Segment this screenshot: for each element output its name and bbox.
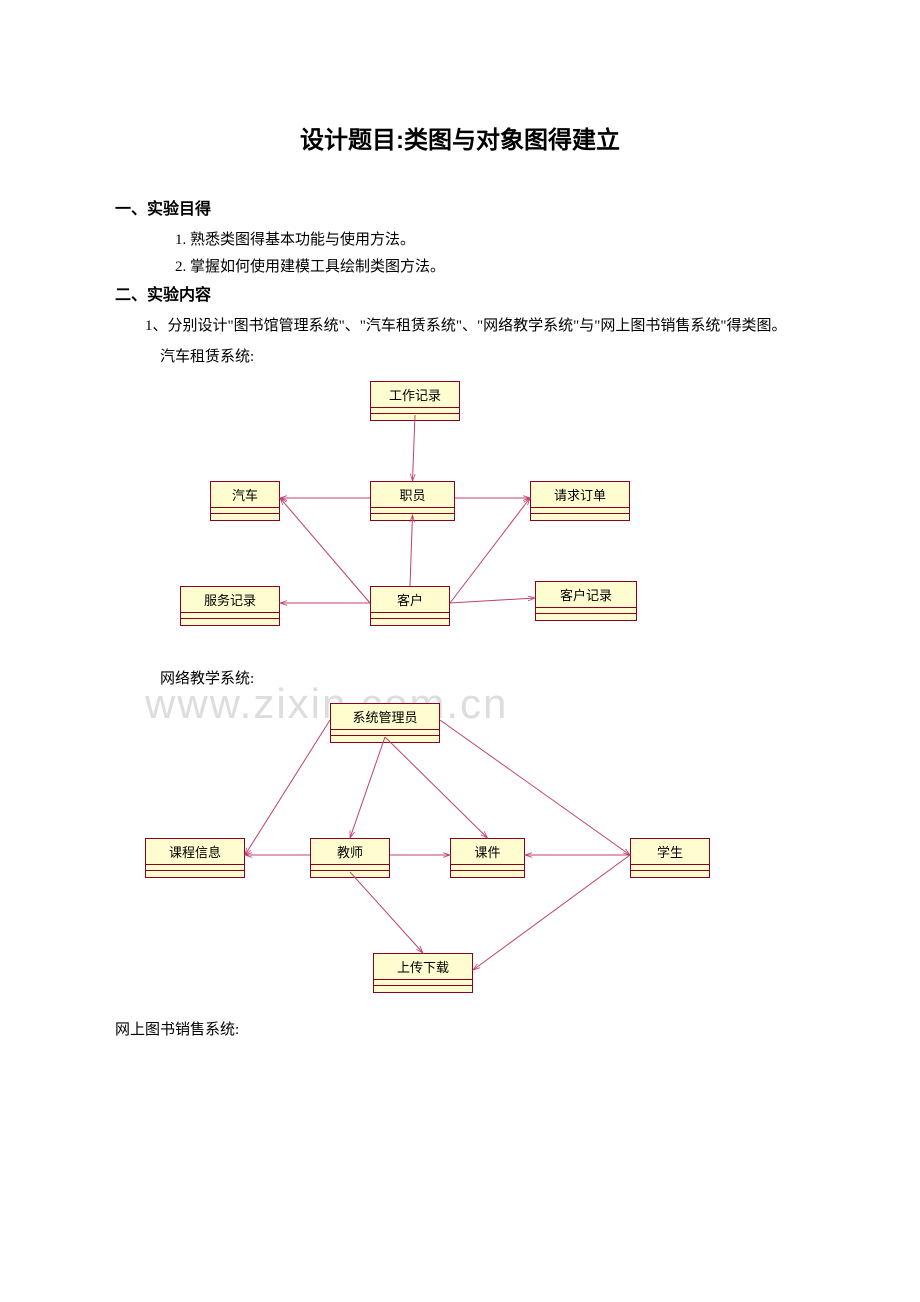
list-item-1: 1. 熟悉类图得基本功能与使用方法。 [175, 227, 805, 254]
uml-node-course-info: 课程信息 [145, 838, 245, 878]
uml-node-staff: 职员 [370, 481, 455, 521]
uml-node-title: 职员 [371, 482, 454, 508]
intro-paragraph: 1、分别设计"图书馆管理系统"、"汽车租赁系统"、"网络教学系统"与"网上图书销… [115, 313, 805, 340]
section1-heading: 一、实验目得 [115, 195, 805, 219]
uml-node-title: 汽车 [211, 482, 279, 508]
uml-node-section [531, 514, 629, 520]
uml-node-courseware: 课件 [450, 838, 525, 878]
uml-edge [450, 598, 535, 603]
diagram-car-rental: 工作记录汽车 职员 请求订单服务记录 客户 客户记录 [115, 381, 805, 646]
uml-node-section [331, 736, 439, 742]
uml-edge [413, 415, 416, 481]
section2-heading: 二、实验内容 [115, 281, 805, 305]
uml-node-sysadmin: 系统管理员 [330, 703, 440, 743]
diagram3-label: 网上图书销售系统: [115, 1018, 805, 1039]
uml-node-section [536, 614, 636, 620]
diagram2-label: 网络教学系统: [160, 666, 805, 693]
uml-edge [350, 872, 423, 953]
uml-node-section [631, 871, 709, 877]
uml-node-section [181, 619, 279, 625]
uml-edge [280, 498, 370, 603]
uml-node-title: 工作记录 [371, 382, 459, 408]
list-item-2: 2. 掌握如何使用建模工具绘制类图方法。 [175, 254, 805, 281]
uml-node-section [371, 514, 454, 520]
uml-edge [450, 498, 530, 603]
uml-node-title: 请求订单 [531, 482, 629, 508]
uml-node-title: 课程信息 [146, 839, 244, 865]
uml-node-title: 系统管理员 [331, 704, 439, 730]
uml-node-title: 上传下载 [374, 954, 472, 980]
uml-node-request-order: 请求订单 [530, 481, 630, 521]
uml-node-section [451, 871, 524, 877]
uml-node-section [146, 871, 244, 877]
uml-node-title: 课件 [451, 839, 524, 865]
uml-node-section [371, 619, 449, 625]
uml-edge [350, 737, 385, 838]
uml-node-service-record: 服务记录 [180, 586, 280, 626]
uml-node-teacher: 教师 [310, 838, 390, 878]
page-title: 设计题目:类图与对象图得建立 [115, 120, 805, 155]
uml-edge [385, 737, 488, 838]
diagram-teaching: 系统管理员课程信息 教师 课件 学生上传下载 [115, 703, 805, 993]
uml-node-section [374, 986, 472, 992]
uml-node-customer-record: 客户记录 [535, 581, 637, 621]
uml-node-title: 服务记录 [181, 587, 279, 613]
uml-node-title: 客户 [371, 587, 449, 613]
uml-node-section [211, 514, 279, 520]
uml-node-upload-download: 上传下载 [373, 953, 473, 993]
uml-node-title: 学生 [631, 839, 709, 865]
uml-node-title: 客户记录 [536, 582, 636, 608]
uml-edge [410, 515, 413, 586]
uml-node-section [371, 414, 459, 420]
diagram1-label: 汽车租赁系统: [160, 344, 805, 371]
uml-node-title: 教师 [311, 839, 389, 865]
uml-node-section [311, 871, 389, 877]
uml-node-student: 学生 [630, 838, 710, 878]
uml-edge [440, 720, 630, 855]
uml-node-work-record: 工作记录 [370, 381, 460, 421]
uml-edge [245, 720, 330, 855]
uml-node-customer: 客户 [370, 586, 450, 626]
uml-node-car: 汽车 [210, 481, 280, 521]
